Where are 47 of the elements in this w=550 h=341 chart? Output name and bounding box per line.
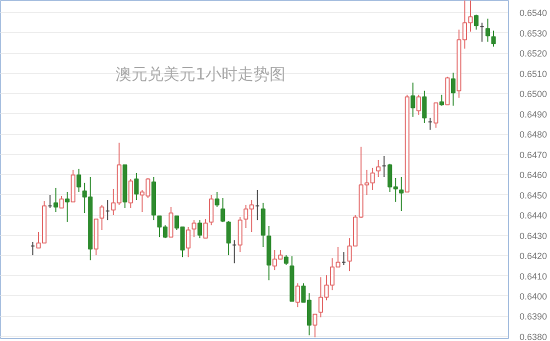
- candlestick: [416, 94, 421, 116]
- candlestick: [434, 102, 438, 128]
- y-tick-label: 0.6450: [520, 190, 548, 200]
- candlestick: [376, 159, 381, 178]
- candlestick: [399, 176, 404, 212]
- candlestick: [54, 187, 58, 213]
- y-tick-label: 0.6410: [520, 271, 548, 282]
- y-tick-label: 0.6420: [520, 251, 548, 262]
- y-tick-label: 0.6520: [520, 48, 548, 59]
- candlestick: [186, 226, 191, 258]
- candlestick: [410, 82, 416, 118]
- candlestick: [203, 218, 208, 239]
- candlestick: [491, 30, 496, 48]
- candlestick: [100, 204, 104, 231]
- candlestick: [220, 198, 226, 223]
- y-tick-label: 0.6430: [520, 230, 548, 241]
- candlestick: [76, 168, 82, 192]
- candlestick: [226, 220, 231, 256]
- candlestick: [214, 191, 220, 208]
- candlestick: [209, 194, 214, 226]
- y-tick-label: 0.6510: [520, 68, 548, 79]
- candlestick: [192, 220, 196, 238]
- candlestick: [198, 220, 202, 239]
- y-tick-label: 0.6490: [520, 109, 548, 120]
- y-tick-label: 0.6540: [520, 8, 548, 18]
- y-tick-label: 0.6460: [520, 170, 548, 180]
- candlestick: [422, 90, 427, 124]
- y-tick-label: 0.6480: [520, 130, 548, 140]
- candlestick: [134, 172, 139, 201]
- candlestick: [439, 94, 444, 106]
- y-tick-label: 0.6530: [520, 28, 548, 38]
- candlestick: [312, 314, 318, 338]
- candlestick: [59, 196, 64, 208]
- y-tick-label: 0.6440: [520, 210, 548, 221]
- y-tick-label: 0.6390: [520, 312, 548, 322]
- text: 澳元兑美元1小时走势图: [116, 64, 286, 84]
- candlestick: [485, 18, 490, 42]
- candlestick: [284, 254, 288, 266]
- y-tick-label: 0.6400: [520, 291, 548, 302]
- y-tick-label: 0.6500: [520, 89, 548, 100]
- candlestick: [295, 282, 300, 308]
- y-tick-label: 0.6380: [520, 332, 548, 341]
- candlestick: [474, 14, 479, 30]
- candlestick: [450, 72, 456, 106]
- candlestick: [128, 178, 133, 208]
- y-tick-label: 0.6470: [520, 150, 548, 160]
- candlestick: [65, 191, 70, 222]
